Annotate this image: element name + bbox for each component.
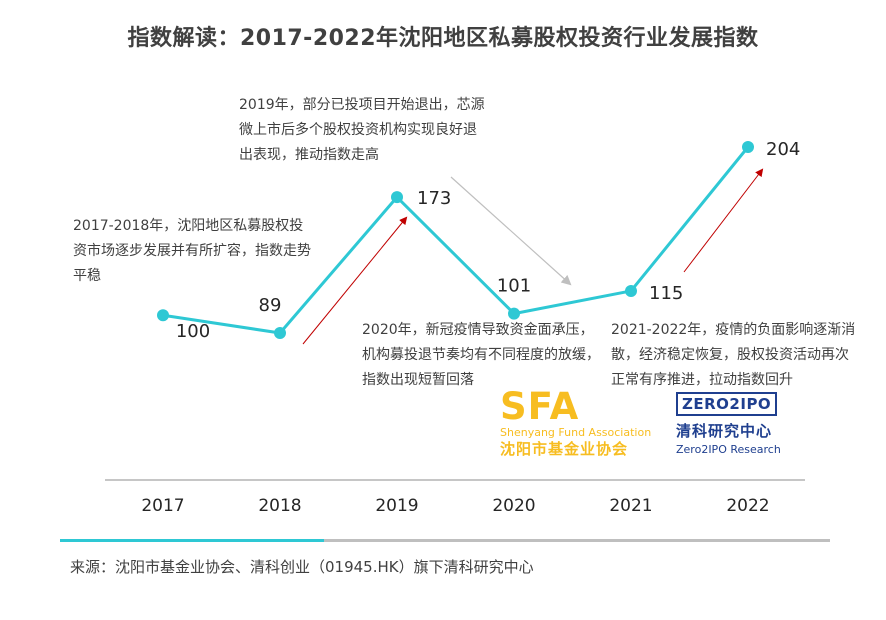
data-point-2019 [391, 191, 403, 204]
trend-arrow-down-2019-2020 [450, 176, 572, 286]
data-point-2021 [625, 284, 637, 297]
data-label-2021: 115 [649, 283, 683, 304]
trend-arrow-up-2021-2022 [683, 168, 764, 273]
trend-arrow-up-2018-2019 [302, 216, 408, 345]
x-tick-label-2020: 2020 [492, 496, 535, 516]
data-label-2020: 101 [497, 276, 531, 297]
data-label-2017: 100 [176, 321, 210, 342]
sfa-logo: SFA Shenyang Fund Association 沈阳市基金业协会 [500, 388, 675, 460]
zero2ipo-logo-mark: ZERO2IPO [676, 392, 778, 416]
x-tick-label-2017: 2017 [141, 496, 184, 516]
annotation-2017-2018: 2017-2018年，沈阳地区私募股权投资市场逐步发展并有所扩容，指数走势平稳 [73, 218, 311, 284]
chart-title: 指数解读：2017-2022年沈阳地区私募股权投资行业发展指数 [127, 26, 759, 51]
annotation-2019: 2019年，部分已投项目开始退出，芯源微上市后多个股权投资机构实现良好退出表现，… [239, 97, 485, 163]
annotation-2021-2022: 2021-2022年，疫情的负面影响逐渐消散，经济稳定恢复，股权投资活动再次正常… [611, 322, 856, 388]
data-point-2020 [508, 307, 520, 320]
data-point-2018 [274, 327, 286, 339]
x-tick-label-2022: 2022 [726, 496, 769, 516]
data-point-2017 [157, 309, 169, 322]
zero2ipo-logo-chinese: 清科研究中心 [676, 422, 773, 440]
data-label-2022: 204 [766, 139, 800, 160]
data-point-2022 [742, 141, 754, 153]
x-tick-label-2019: 2019 [375, 496, 418, 516]
zero2ipo-logo: ZERO2IPO 清科研究中心 Zero2IPO Research [676, 392, 796, 462]
annotation-2020: 2020年，新冠疫情导致资金面承压，机构募投退节奏均有不同程度的放缓，指数出现短… [362, 322, 600, 388]
x-tick-label-2021: 2021 [609, 496, 652, 516]
data-label-2018: 89 [259, 295, 282, 316]
source-note: 来源：沈阳市基金业协会、清科创业（01945.HK）旗下清科研究中心 [70, 558, 534, 576]
bottom-divider [60, 539, 830, 542]
sfa-logo-chinese: 沈阳市基金业协会 [500, 440, 629, 458]
x-tick-label-2018: 2018 [258, 496, 301, 516]
sfa-logo-english: Shenyang Fund Association [500, 426, 652, 439]
series-line [162, 146, 750, 335]
data-label-2019: 173 [417, 188, 451, 209]
bottom-accent-bar [60, 539, 324, 542]
sfa-logo-mark: SFA [500, 385, 580, 428]
zero2ipo-logo-english: Zero2IPO Research [676, 443, 781, 456]
